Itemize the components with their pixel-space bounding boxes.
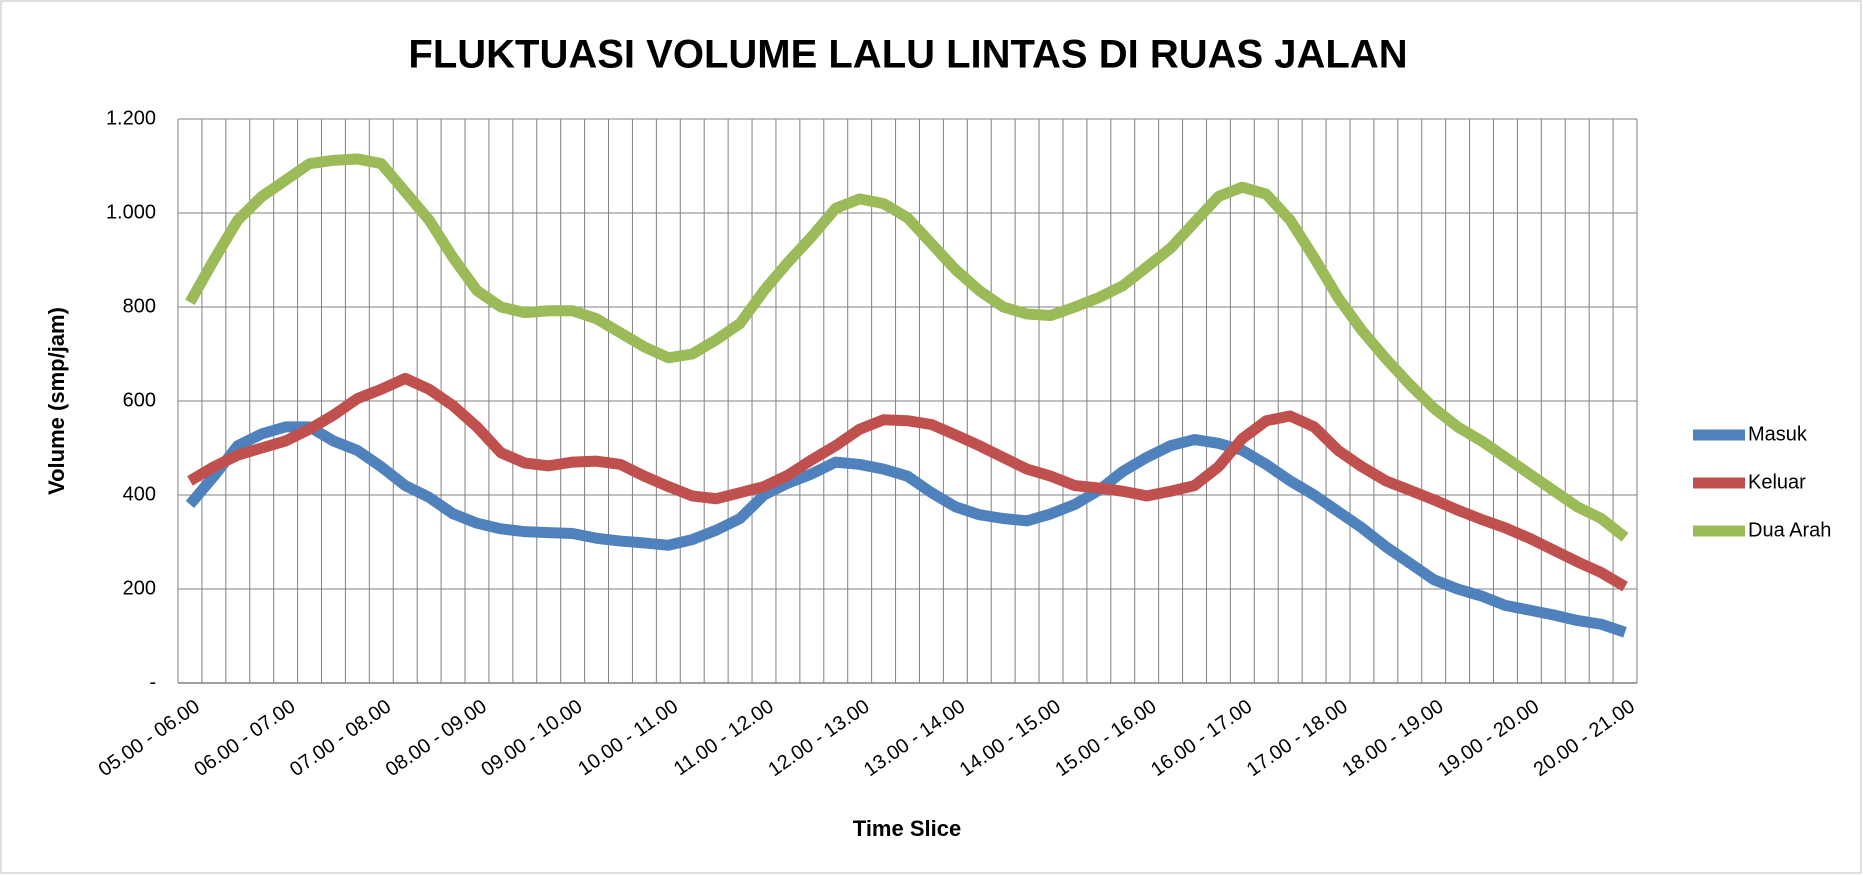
y-axis-title: Volume (smp/jam) [44, 307, 69, 495]
y-tick-label: 400 [123, 483, 156, 505]
chart-title: FLUKTUASI VOLUME LALU LINTAS DI RUAS JAL… [408, 33, 1407, 77]
x-axis-title: Time Slice [853, 816, 961, 841]
legend-label: Dua Arah [1748, 519, 1831, 541]
y-tick-label: 600 [123, 389, 156, 411]
line-series [187, 372, 1628, 592]
y-tick-label: 1.200 [106, 107, 156, 129]
legend-label: Masuk [1748, 423, 1808, 445]
line-series [185, 153, 1629, 542]
y-tick-label: 200 [123, 577, 156, 599]
line-series [185, 421, 1627, 638]
y-tick-label: - [149, 671, 156, 693]
y-tick-label: 800 [123, 295, 156, 317]
legend-label: Keluar [1748, 471, 1806, 493]
y-tick-label: 1.000 [106, 201, 156, 223]
